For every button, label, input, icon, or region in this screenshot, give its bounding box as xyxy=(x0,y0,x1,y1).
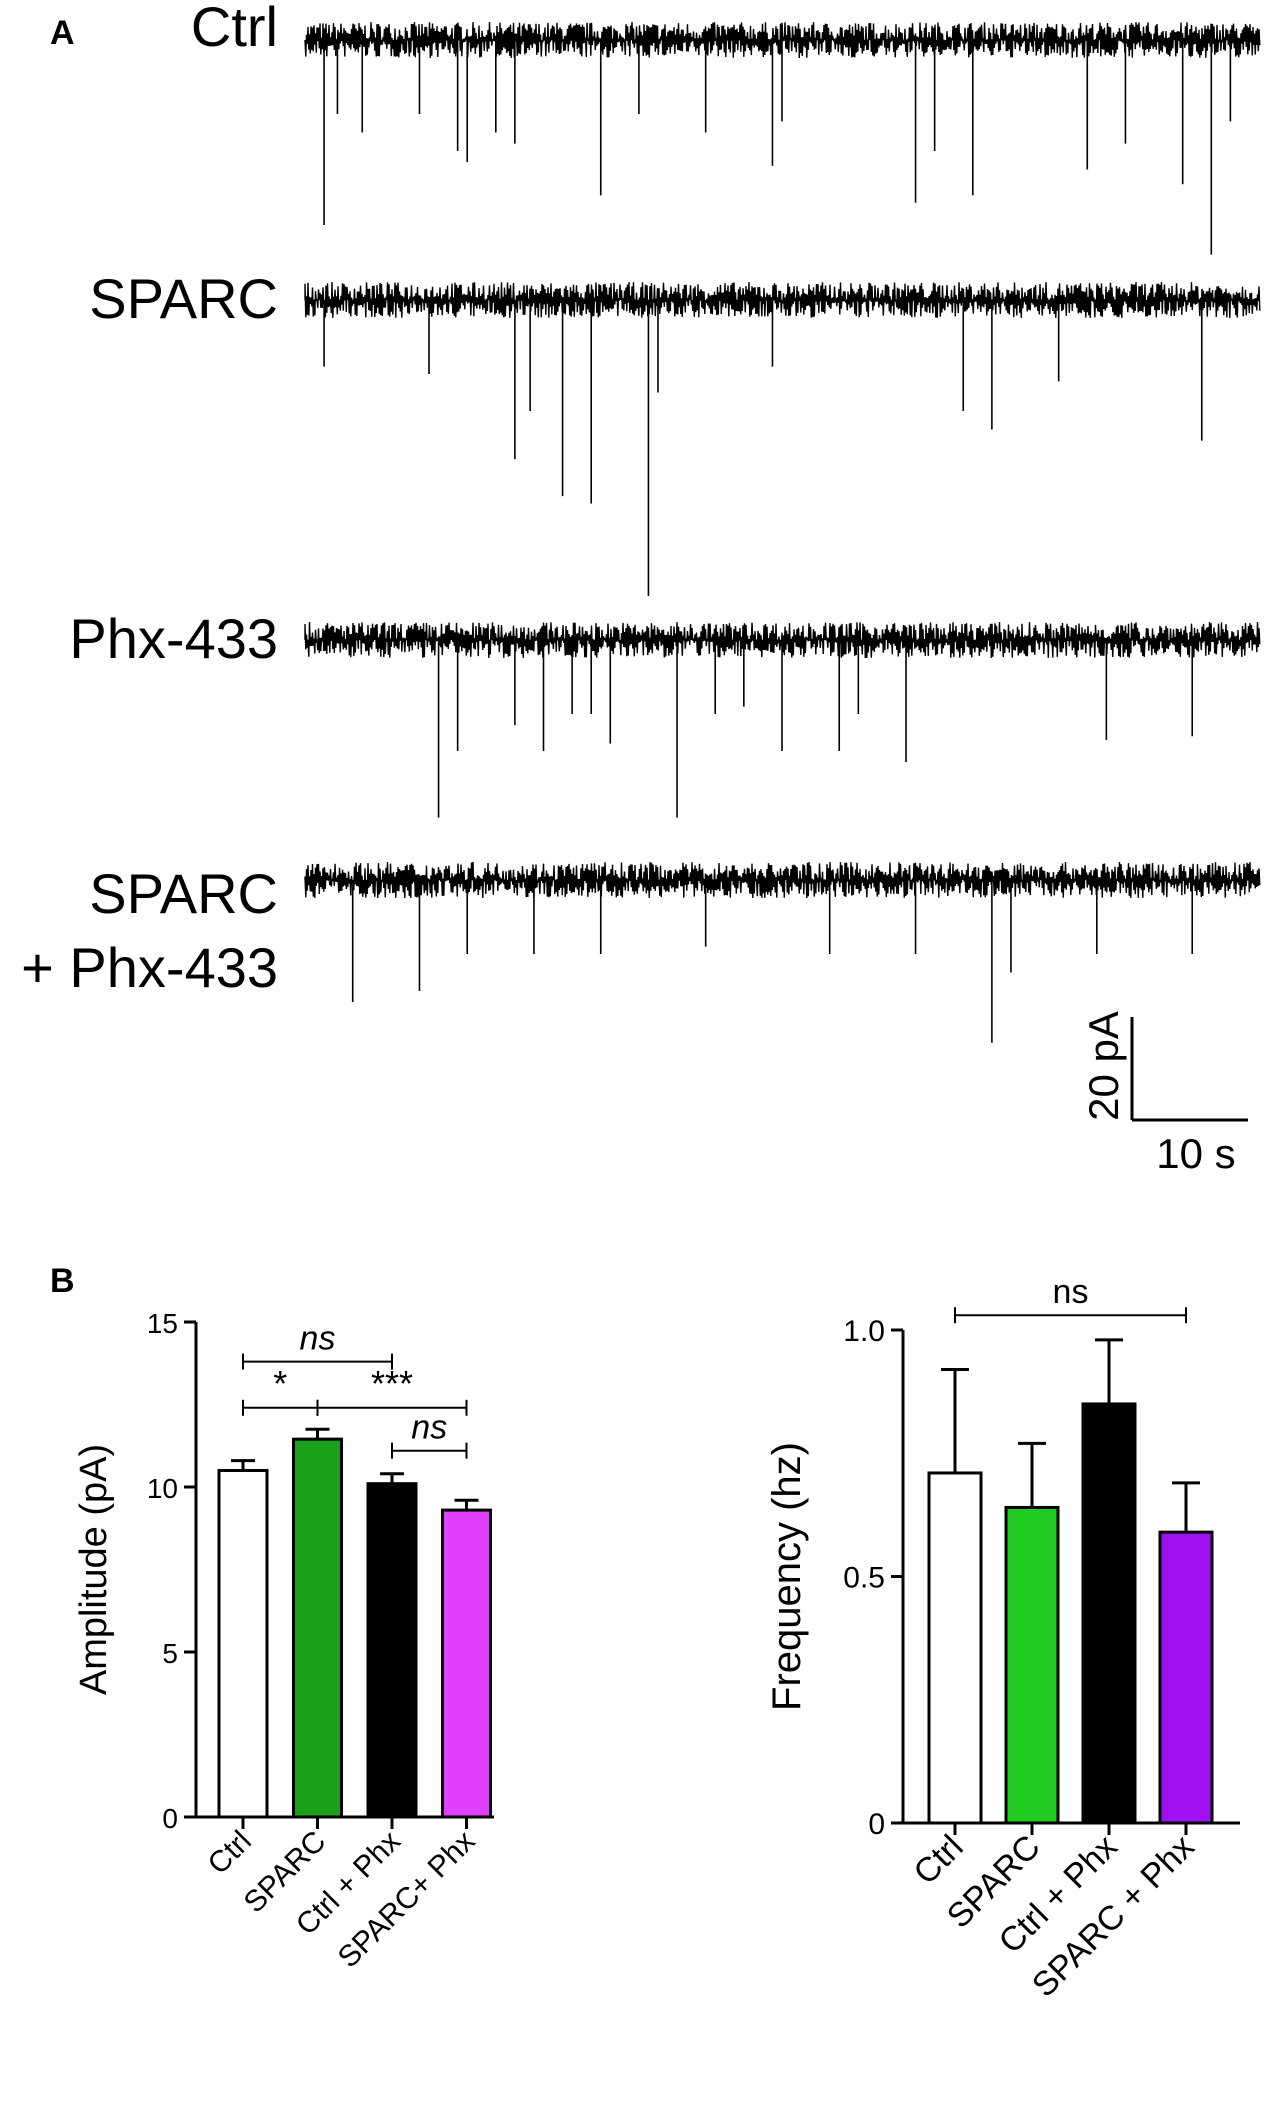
scale-bar-y-label: 20 pA xyxy=(1080,1011,1127,1121)
bar-2 xyxy=(1004,1505,1060,1825)
trace-label: + Phx-433 xyxy=(21,936,278,999)
y-tick-label: 0 xyxy=(162,1803,178,1834)
trace-noise xyxy=(304,22,1261,59)
trace-noise xyxy=(304,281,1261,318)
y-tick-label: 15 xyxy=(147,1308,178,1339)
y-tick-label: 0 xyxy=(868,1808,885,1841)
panel-label-a: A xyxy=(50,14,75,52)
significance-label: * xyxy=(273,1363,287,1404)
bar-1 xyxy=(217,1469,269,1819)
bar-4 xyxy=(1158,1530,1214,1825)
bar-3 xyxy=(366,1482,418,1819)
bar-3 xyxy=(1081,1402,1137,1825)
panel-label-b: B xyxy=(50,1262,75,1300)
y-tick-label: 1.0 xyxy=(843,1315,885,1348)
y-tick-label: 0.5 xyxy=(843,1562,885,1595)
y-tick-label: 10 xyxy=(147,1473,178,1504)
y-axis-label: Amplitude (pA) xyxy=(73,1444,115,1695)
scale-bar-x-label: 10 s xyxy=(1156,1130,1235,1177)
trace-label: Ctrl xyxy=(191,0,278,58)
significance-label: ns xyxy=(300,1320,336,1358)
x-tick-label: Ctrl xyxy=(906,1828,970,1892)
scale-bar: 20 pA 10 s xyxy=(1080,1011,1248,1177)
y-tick-label: 5 xyxy=(162,1638,178,1669)
significance-label: ns xyxy=(1053,1273,1089,1311)
trace-1: Ctrl xyxy=(191,0,1261,255)
x-tick-label: Ctrl xyxy=(202,1825,258,1881)
trace-label: SPARC xyxy=(89,267,278,330)
trace-2: SPARC xyxy=(89,267,1261,596)
bar-4 xyxy=(441,1508,492,1819)
trace-label: Phx-433 xyxy=(69,607,278,670)
trace-3: Phx-433 xyxy=(69,607,1261,818)
trace-noise xyxy=(304,861,1261,899)
bar-2 xyxy=(292,1437,343,1819)
trace-4: SPARC + Phx-433 xyxy=(21,861,1261,1043)
y-axis-label: Frequency (hz) xyxy=(765,1442,809,1711)
panel-a-traces: Ctrl SPARC Phx-433 SPARC + Phx-433 xyxy=(21,0,1261,1043)
trace-noise xyxy=(304,621,1261,659)
significance-label: ns xyxy=(411,1409,447,1447)
significance-label: *** xyxy=(371,1363,413,1404)
trace-label: SPARC xyxy=(89,862,278,925)
bar-1 xyxy=(927,1471,983,1825)
